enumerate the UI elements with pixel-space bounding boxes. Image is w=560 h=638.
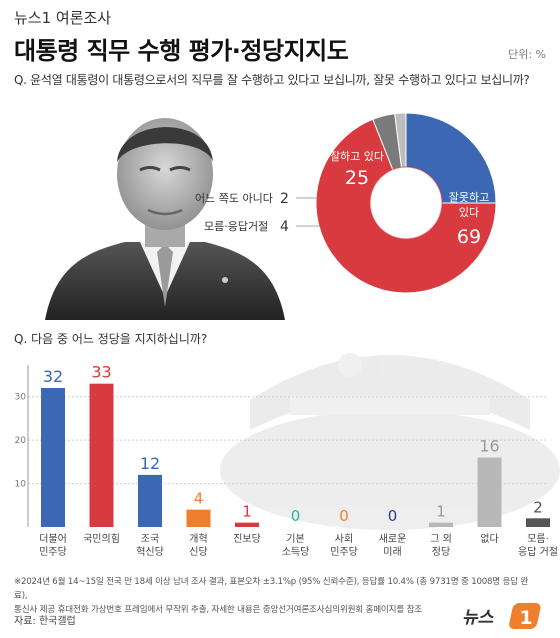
category-label: 조국 [141,533,159,545]
source-tag: 뉴스1 여론조사 [14,9,112,27]
category-label: 사회 [335,533,353,545]
bar-value-label: 12 [140,454,160,473]
slice-dontknow-value: 4 [280,219,289,235]
bar-value-label: 1 [242,503,252,521]
slice-disapprove-label-2: 있다 [459,206,479,219]
page-title: 대통령 직무 수행 평가·정당지지도 [14,37,349,65]
bar [41,388,65,527]
bar-value-label: 16 [479,437,499,456]
category-label: 신당 [189,546,207,558]
news1-logo: 뉴스 1 [462,603,541,629]
category-label: 민주당 [39,546,67,558]
y-tick-label: 10 [15,480,27,490]
question-party: Q. 다음 중 어느 정당을 지지하십니까? [14,332,208,346]
data-credit: 자료: 한국갤럽 [14,616,76,627]
survey-note: ※2024년 6월 14~15일 전국 만 18세 이상 남녀 조사 결과, 표… [14,575,534,617]
bar-value-label: 2 [533,498,543,516]
slice-neither-label: 어느 쪽도 아니다 [195,192,273,205]
bar-value-label: 33 [91,363,111,382]
category-label: 더불어 [39,533,67,545]
logo-badge [509,603,541,629]
approval-donut-chart [315,112,497,294]
category-label: 미래 [383,546,401,558]
bar [89,383,114,527]
slice-disapprove-label-1: 잘못하고 [449,190,489,204]
slice-disapprove-value: 69 [457,226,481,248]
bar [526,518,550,527]
survey-note-line1: ※2024년 6월 14~15일 전국 만 18세 이상 남녀 조사 결과, 표… [14,577,529,601]
category-label: 개혁 [189,533,207,545]
category-label: 정당 [432,546,450,558]
donut-hole-ring [369,166,443,240]
category-label: 국민의힘 [83,533,120,545]
bar-value-label: 1 [436,503,446,521]
slice-dontknow-label: 모름·응답거절 [204,220,268,233]
slice-approve-value: 25 [345,167,369,189]
slice-neither-value: 2 [280,191,289,207]
category-label: 모름· [527,533,549,545]
unit-label: 단위: % [508,48,546,61]
bar-value-label: 0 [388,507,398,525]
donut-hole [370,167,442,239]
bar [186,509,211,527]
bar-value-label: 0 [291,507,301,525]
category-label: 기본 [286,533,304,545]
bar [477,457,502,527]
bar [138,474,162,527]
category-label: 진보당 [233,533,261,545]
category-label: 혁신당 [136,546,164,558]
bar [429,522,453,527]
assembly-hall-background [220,353,560,530]
bar-value-label: 4 [194,490,204,508]
category-label: 민주당 [330,546,358,558]
category-label: 소득당 [282,546,310,558]
category-label: 그 외 [430,533,452,545]
question-approval: Q. 윤석열 대통령이 대통령으로서의 직무를 잘 수행하고 있다고 보십니까,… [14,73,530,87]
category-label: 응답 거절 [518,545,558,558]
logo-text: 뉴스 [462,608,495,628]
slice-approve-label: 잘하고 있다 [330,149,384,163]
bar-value-label: 32 [43,367,63,386]
y-tick-label: 30 [15,393,27,403]
party-bar-chart: 10203032더불어민주당33국민의힘12조국혁신당4개혁신당1진보당0기본소… [15,363,558,558]
y-tick-label: 20 [15,436,27,446]
category-label: 없다 [480,532,498,545]
logo-num: 1 [519,607,532,629]
bar-value-label: 0 [339,507,349,525]
survey-note-line2: 통신사 제공 휴대전화 가상번호 프레임에서 무작위 추출, 자세한 내용은 중… [14,605,422,615]
bar [235,522,259,527]
category-label: 새로운 [379,533,407,545]
president-photo [45,118,285,320]
